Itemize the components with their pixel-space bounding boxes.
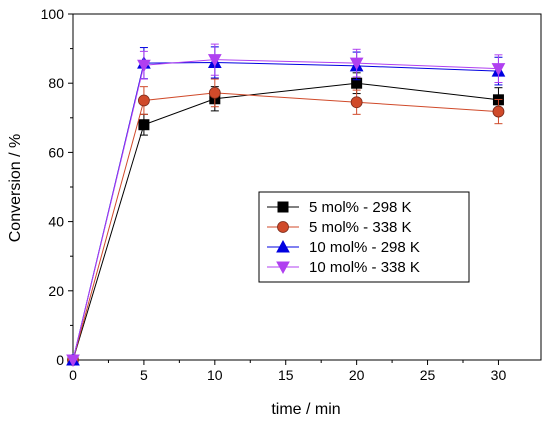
y-tick-label: 60 <box>48 144 64 160</box>
x-axis-title: time / min <box>271 401 340 418</box>
data-point <box>207 54 222 67</box>
x-tick-label: 15 <box>278 367 294 383</box>
data-point <box>138 94 150 107</box>
x-tick-label: 30 <box>491 367 507 383</box>
legend-label: 10 mol% - 298 K <box>309 239 420 256</box>
y-tick-label: 40 <box>48 214 64 230</box>
data-point <box>66 354 80 368</box>
data-point <box>492 105 505 118</box>
y-tick-label: 20 <box>48 283 64 299</box>
x-tick-label: 25 <box>420 367 436 383</box>
data-point <box>138 119 150 131</box>
data-point <box>208 86 221 99</box>
legend-label: 5 mol% - 298 K <box>309 199 412 216</box>
data-point <box>137 59 151 73</box>
legend-label: 5 mol% - 338 K <box>309 219 412 236</box>
legend-marker <box>276 261 290 275</box>
legend-marker <box>277 221 289 233</box>
legend-label: 10 mol% - 338 K <box>309 259 420 276</box>
y-tick-label: 0 <box>56 352 64 368</box>
legend: 5 mol% - 298 K 5 mol% - 338 K 10 mol% - 29… <box>258 191 470 283</box>
data-point <box>350 96 363 109</box>
legend-marker <box>276 239 290 253</box>
y-axis-title: Conversion / % <box>7 134 24 243</box>
data-point <box>349 57 364 71</box>
y-tick-label: 100 <box>41 6 65 22</box>
x-tick-label: 5 <box>140 367 148 383</box>
x-tick-label: 20 <box>349 367 365 383</box>
data-point <box>491 63 506 76</box>
y-tick-label: 80 <box>48 75 64 91</box>
series-4 <box>66 43 506 368</box>
legend-marker <box>277 201 289 213</box>
x-tick-label: 10 <box>207 367 223 383</box>
x-tick-label: 0 <box>69 367 77 383</box>
